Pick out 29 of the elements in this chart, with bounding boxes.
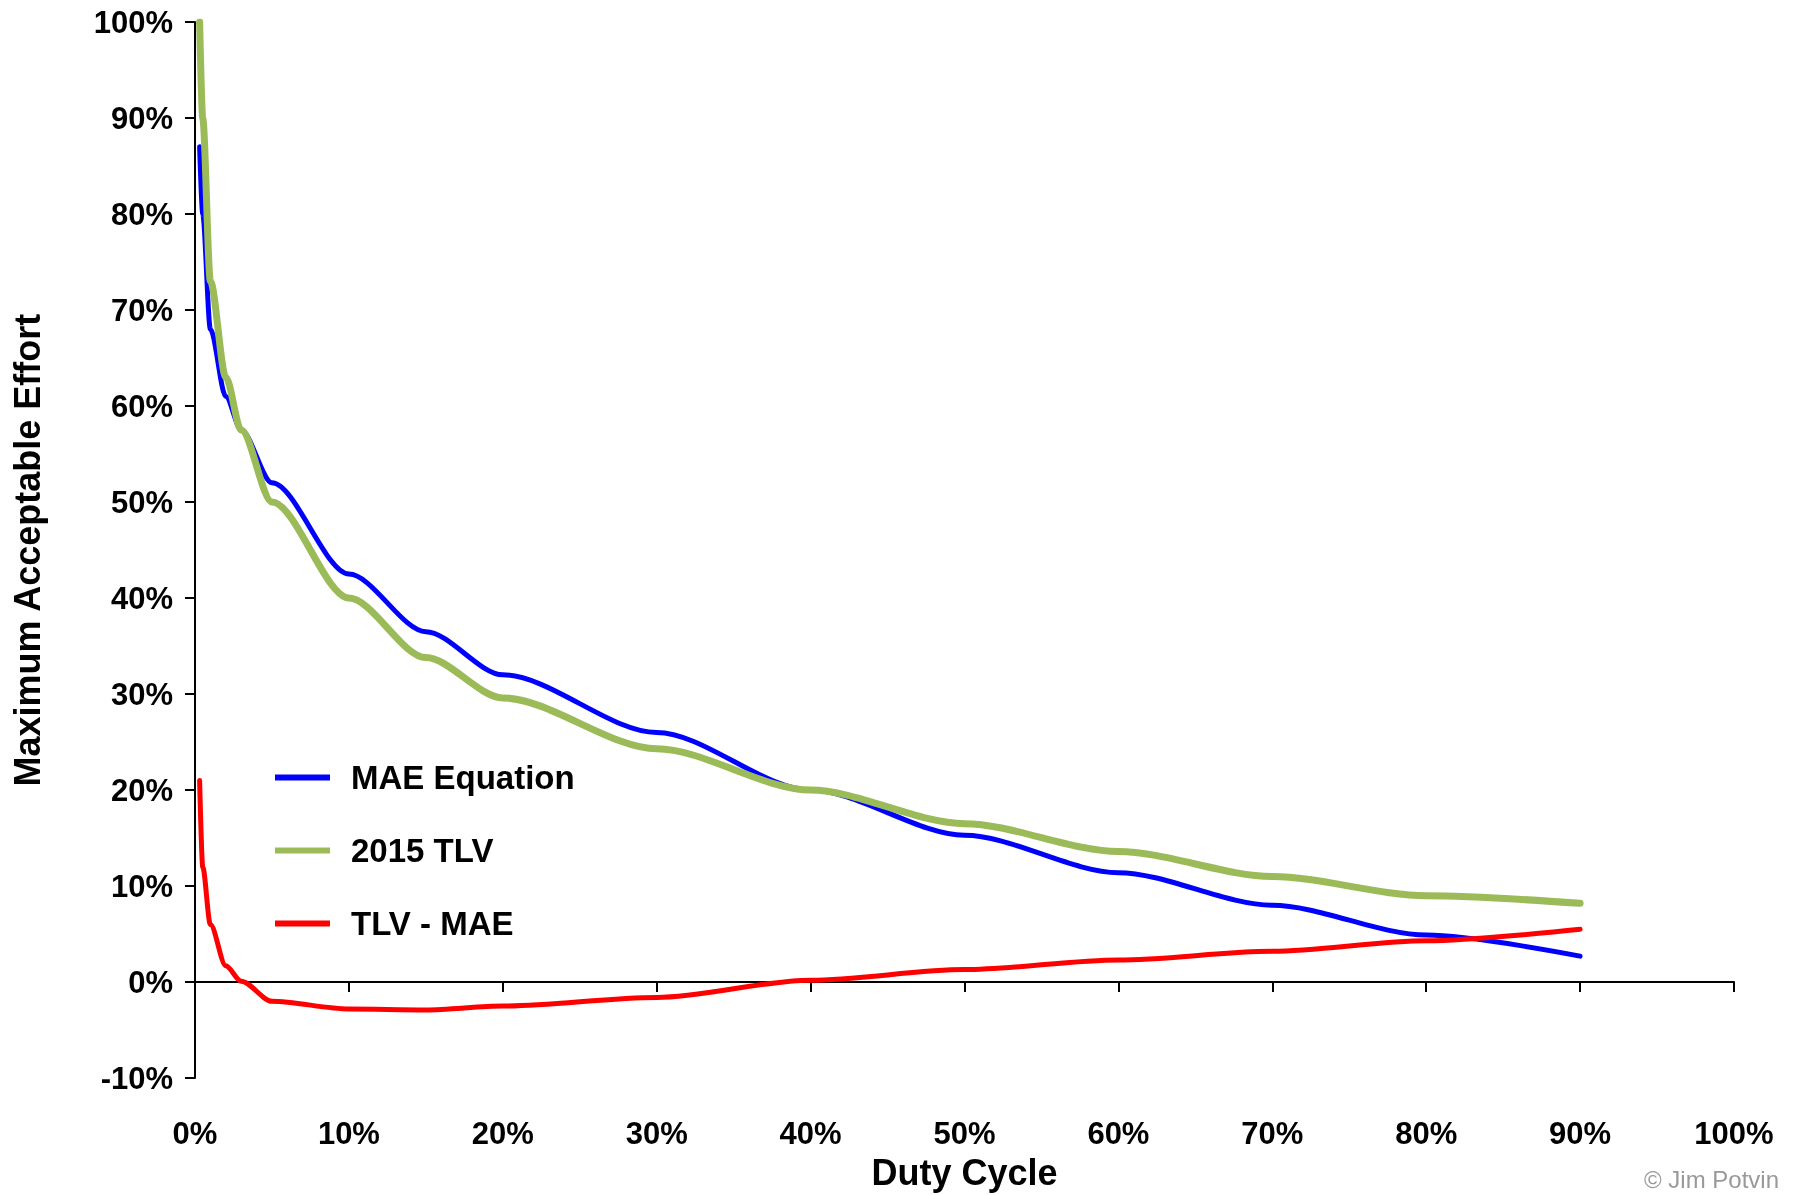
text: © Jim Potvin (1643, 1165, 1779, 1193)
y-tick-label: 40% (110, 580, 173, 616)
x-tick-label: 30% (625, 1116, 688, 1152)
x-tick-label: 10% (317, 1116, 380, 1152)
y-tick-label: 60% (110, 388, 173, 424)
x-tick-label: 100% (1694, 1116, 1774, 1152)
y-tick-label: 70% (110, 292, 173, 328)
legend-label: 2015 TLV (351, 832, 494, 869)
x-tick-label: 40% (779, 1116, 842, 1152)
x-tick-label: 90% (1549, 1116, 1612, 1152)
x-tick-label: 70% (1241, 1116, 1304, 1152)
y-axis-title: Maximum Acceptable Effort (6, 313, 48, 787)
x-tick-label: 60% (1087, 1116, 1150, 1152)
y-tick-label: 80% (110, 196, 173, 232)
y-tick-label: 20% (110, 772, 173, 808)
y-tick-label: 100% (93, 4, 173, 40)
y-tick-label: -10% (100, 1060, 173, 1096)
y-tick-label: 10% (110, 868, 173, 904)
y-tick-label: 30% (110, 676, 173, 712)
x-tick-label: 80% (1395, 1116, 1458, 1152)
x-tick-label: 0% (172, 1116, 218, 1152)
x-tick-label: 20% (471, 1116, 534, 1152)
y-tick-label: 50% (110, 484, 173, 520)
y-tick-label: 90% (110, 100, 173, 136)
y-tick-label: 0% (128, 964, 173, 1000)
x-axis-title: Duty Cycle (871, 1151, 1058, 1193)
x-tick-label: 50% (933, 1116, 996, 1152)
legend-label: MAE Equation (351, 759, 575, 796)
legend-label: TLV - MAE (351, 905, 514, 942)
